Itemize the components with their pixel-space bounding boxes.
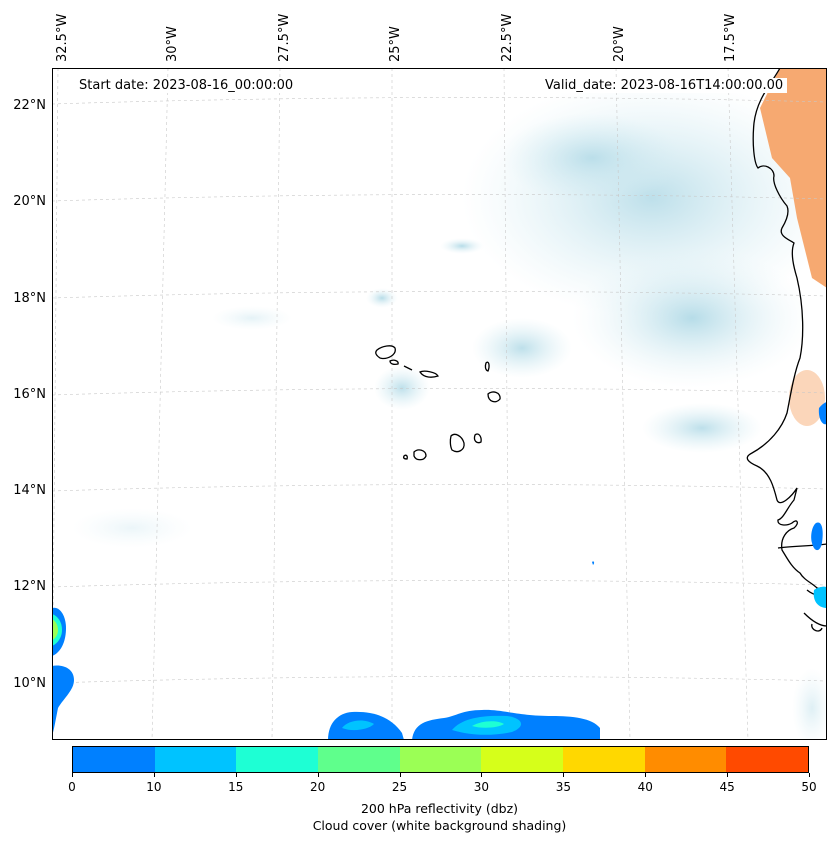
colorbar-segment — [236, 747, 319, 772]
colorbar-tick-label: 35 — [555, 780, 571, 794]
colorbar-tick-label: 40 — [637, 780, 653, 794]
latitude-label: 20°N — [13, 194, 46, 209]
colorbar-tick-label: 15 — [228, 780, 244, 794]
colorbar-tick-mark — [72, 773, 73, 777]
colorbar-tick-mark — [809, 773, 810, 777]
coastline — [746, 68, 827, 632]
colorbar-tick-label: 45 — [719, 780, 735, 794]
latitude-label: 10°N — [13, 676, 46, 691]
colorbar-tick-label: 25 — [391, 780, 408, 794]
reflectivity-land-shading — [760, 68, 827, 426]
latitude-label: 12°N — [13, 579, 46, 594]
map-border — [52, 68, 827, 740]
longitude-label: 22.5°W — [500, 13, 515, 62]
longitude-label: 25°W — [388, 26, 403, 62]
reflectivity-colorbar — [72, 746, 809, 773]
colorbar-segment — [726, 747, 809, 772]
colorbar-segment — [399, 747, 482, 772]
colorbar-tick-mark — [317, 773, 319, 777]
colorbar-segment — [318, 747, 400, 772]
latitude-label: 22°N — [13, 98, 46, 113]
colorbar-segment — [563, 747, 645, 772]
map-canvas[interactable] — [52, 68, 827, 740]
colorbar-tick-mark — [563, 773, 565, 777]
longitude-label: 17.5°W — [723, 13, 738, 62]
colorbar-segment — [644, 747, 727, 772]
latitude-label: 18°N — [13, 291, 46, 306]
colorbar-tick-label: 0 — [68, 780, 76, 794]
cloud-cover-shading — [72, 78, 827, 740]
longitude-label: 20°W — [612, 26, 627, 62]
longitude-label: 30°W — [165, 26, 180, 62]
colorbar-segment — [481, 747, 564, 772]
valid-date-label: Valid_date: 2023-08-16T14:00:00.00 — [541, 78, 788, 93]
colorbar-tick-mark — [235, 773, 237, 777]
colorbar-segment — [154, 747, 237, 772]
colorbar-tick-mark — [645, 773, 647, 777]
colorbar-label: 200 hPa reflectivity (dbz) — [360, 801, 519, 816]
colorbar-sublabel: Cloud cover (white background shading) — [312, 818, 567, 833]
colorbar-tick-label: 50 — [801, 780, 817, 794]
latitude-label: 14°N — [13, 483, 46, 498]
colorbar-tick-mark — [399, 773, 401, 777]
colorbar-tick-label: 10 — [146, 780, 162, 794]
colorbar-tick-mark — [153, 773, 155, 777]
latitude-label: 16°N — [13, 387, 46, 402]
longitude-label: 27.5°W — [277, 13, 292, 62]
reflectivity-echoes — [52, 402, 827, 740]
colorbar-tick-label: 20 — [310, 780, 326, 794]
colorbar-segment — [73, 747, 155, 772]
colorbar-tick-mark — [727, 773, 729, 777]
colorbar-tick-mark — [481, 773, 483, 777]
start-date-label: Start date: 2023-08-16_00:00:00 — [75, 78, 298, 93]
cape-verde-islands — [375, 345, 501, 461]
longitude-label: 32.5°W — [55, 13, 70, 62]
colorbar-tick-label: 30 — [473, 780, 490, 794]
